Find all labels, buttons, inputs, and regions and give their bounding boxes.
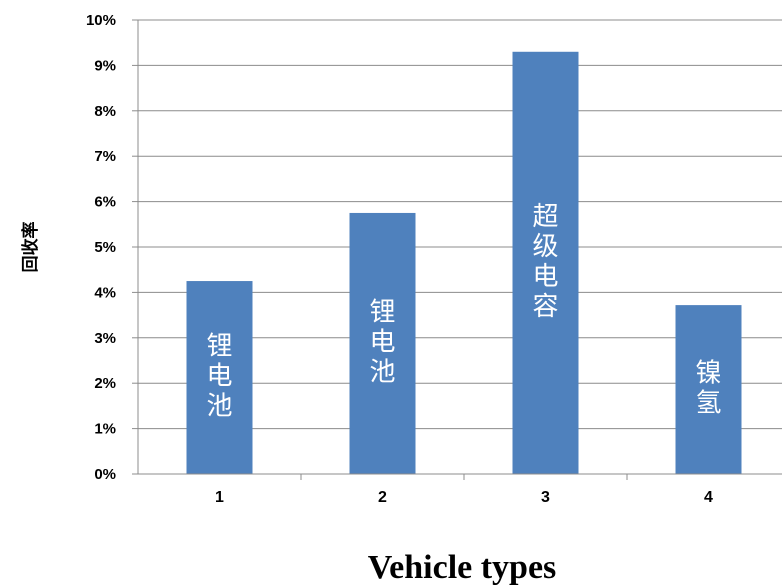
x-axis-label: Vehicle types xyxy=(368,549,557,586)
bar-1 xyxy=(186,281,253,474)
y-tick-labels: 0% 1% 2% 3% 4% 5% 6% 7% 8% 9% 10% xyxy=(86,12,116,483)
y-tick-label: 0% xyxy=(94,466,116,483)
bar-label-3: 超级电容 xyxy=(532,202,558,322)
y-tick-label: 2% xyxy=(94,375,116,392)
bar-label-2: 锂电池 xyxy=(369,297,395,387)
y-tick-label: 3% xyxy=(94,330,116,347)
y-tick-label: 8% xyxy=(94,103,116,120)
bar-2 xyxy=(349,212,416,474)
bar-3 xyxy=(512,51,579,474)
y-tick-label: 6% xyxy=(94,194,116,211)
x-tick-label: 2 xyxy=(378,489,387,506)
y-tick-label: 5% xyxy=(94,239,116,256)
y-tick-label: 9% xyxy=(94,57,116,74)
x-tick-label: 1 xyxy=(215,489,224,506)
y-tick-label: 1% xyxy=(94,421,116,438)
x-tick-label: 3 xyxy=(541,489,550,506)
axes xyxy=(132,19,782,480)
bar-4 xyxy=(675,305,742,474)
bar-label-1: 锂电池 xyxy=(206,332,232,422)
y-tick-label: 7% xyxy=(94,148,116,165)
x-tick-label: 4 xyxy=(704,489,713,506)
y-tick-label: 4% xyxy=(94,284,116,301)
x-tick-labels: 1 2 3 4 xyxy=(215,489,713,506)
y-tick-label: 10% xyxy=(86,12,116,29)
y-axis-label: 回收率 xyxy=(20,222,41,273)
bar-label-4: 镍氢 xyxy=(695,359,721,419)
